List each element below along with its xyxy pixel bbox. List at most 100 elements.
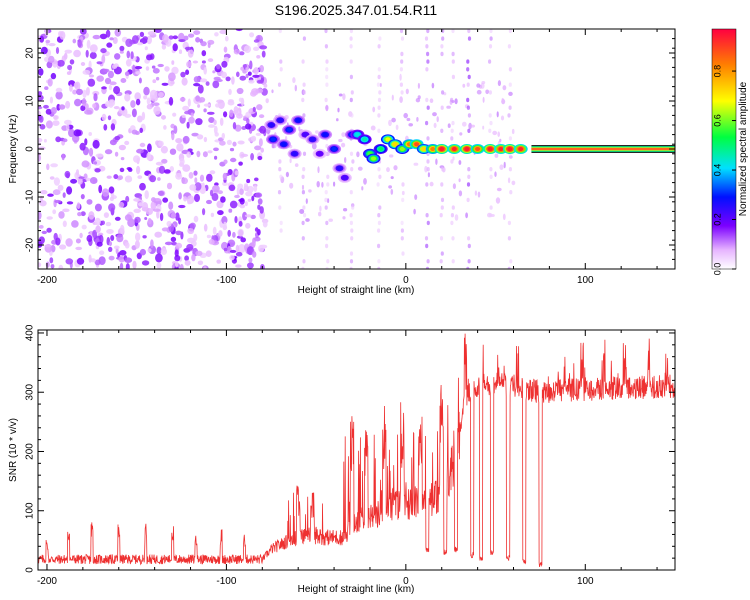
noise-speckle bbox=[200, 78, 208, 83]
noise-speckle bbox=[155, 76, 160, 81]
spectral-streak bbox=[441, 167, 445, 172]
noise-speckle bbox=[403, 112, 409, 119]
noise-speckle bbox=[108, 84, 112, 91]
noise-speckle bbox=[216, 259, 221, 264]
spectral-streak bbox=[324, 205, 328, 210]
noise-speckle bbox=[113, 106, 120, 110]
noise-speckle bbox=[508, 155, 513, 159]
noise-speckle bbox=[234, 194, 240, 199]
noise-speckle bbox=[175, 138, 183, 144]
noise-speckle bbox=[229, 254, 235, 261]
noise-speckle bbox=[452, 156, 455, 161]
spectral-streak bbox=[467, 128, 471, 133]
spectral-streak bbox=[325, 59, 329, 64]
noise-speckle bbox=[190, 112, 194, 117]
noise-speckle bbox=[151, 197, 156, 203]
noise-speckle bbox=[186, 243, 194, 251]
spectral-streak bbox=[326, 182, 330, 187]
spectral-streak bbox=[467, 29, 471, 34]
spectral-streak bbox=[326, 259, 330, 264]
noise-speckle bbox=[127, 167, 133, 172]
noise-speckle bbox=[194, 182, 202, 191]
noise-speckle bbox=[147, 143, 152, 153]
spectral-streak bbox=[377, 167, 381, 172]
spectral-blob bbox=[439, 147, 445, 151]
spectral-blob bbox=[292, 151, 298, 156]
noise-speckle bbox=[200, 41, 207, 47]
noise-speckle bbox=[183, 35, 189, 41]
noise-speckle bbox=[55, 87, 63, 93]
noise-speckle bbox=[338, 138, 343, 143]
noise-speckle bbox=[250, 153, 255, 161]
spectral-streak bbox=[279, 174, 283, 179]
noise-speckle bbox=[235, 29, 243, 32]
noise-speckle bbox=[125, 38, 133, 47]
noise-speckle bbox=[253, 46, 260, 51]
noise-speckle bbox=[476, 89, 482, 95]
noise-speckle bbox=[75, 238, 81, 244]
noise-speckle bbox=[262, 220, 268, 228]
noise-speckle bbox=[53, 115, 59, 120]
noise-speckle bbox=[454, 214, 459, 221]
colorbar-tick-label: 0.6 bbox=[712, 114, 722, 127]
noise-speckle bbox=[102, 68, 110, 73]
noise-speckle bbox=[401, 190, 405, 196]
noise-speckle bbox=[101, 86, 107, 90]
noise-speckle bbox=[327, 198, 330, 204]
noise-speckle bbox=[85, 87, 90, 96]
noise-speckle bbox=[229, 109, 234, 118]
noise-speckle bbox=[153, 105, 161, 115]
noise-speckle bbox=[80, 105, 86, 112]
noise-speckle bbox=[458, 160, 462, 165]
noise-speckle bbox=[172, 112, 177, 117]
noise-speckle bbox=[38, 211, 42, 220]
noise-speckle bbox=[76, 88, 83, 96]
noise-speckle bbox=[139, 142, 146, 148]
spectral-streak bbox=[378, 36, 382, 41]
spectral-blob bbox=[286, 127, 292, 132]
noise-speckle bbox=[125, 263, 130, 269]
noise-speckle bbox=[160, 145, 168, 154]
noise-speckle bbox=[208, 117, 215, 123]
noise-speckle bbox=[415, 98, 421, 103]
noise-speckle bbox=[171, 131, 175, 141]
noise-speckle bbox=[223, 247, 228, 252]
x-tick-label: 100 bbox=[577, 275, 594, 286]
noise-speckle bbox=[253, 39, 260, 43]
noise-speckle bbox=[482, 96, 485, 103]
noise-speckle bbox=[193, 83, 201, 87]
noise-speckle bbox=[50, 264, 55, 269]
spectral-streak bbox=[325, 243, 329, 249]
noise-speckle bbox=[213, 119, 217, 126]
noise-speckle bbox=[163, 125, 167, 130]
noise-speckle bbox=[239, 75, 247, 81]
noise-speckle bbox=[234, 124, 242, 132]
noise-speckle bbox=[124, 214, 132, 222]
noise-speckle bbox=[294, 163, 299, 168]
spectral-streak bbox=[349, 213, 353, 218]
noise-speckle bbox=[74, 98, 82, 107]
noise-speckle bbox=[216, 63, 221, 70]
spectral-blob bbox=[362, 137, 368, 142]
noise-speckle bbox=[232, 122, 237, 130]
noise-speckle bbox=[149, 89, 158, 99]
noise-speckle bbox=[240, 237, 246, 243]
colorbar-tick-label: 0.2 bbox=[712, 213, 722, 226]
noise-speckle bbox=[154, 29, 162, 33]
snr-panel: -200 -100 0 100 0 100 200 300 400 Height of stra… bbox=[8, 324, 676, 595]
noise-speckle bbox=[73, 129, 82, 137]
noise-speckle bbox=[41, 230, 47, 235]
noise-speckle bbox=[247, 198, 252, 202]
noise-speckle bbox=[50, 72, 57, 80]
noise-speckle bbox=[482, 125, 485, 130]
noise-speckle bbox=[395, 124, 399, 130]
noise-speckle bbox=[95, 153, 104, 158]
spectral-streak bbox=[377, 44, 381, 49]
spectral-streak bbox=[440, 205, 444, 210]
noise-speckle bbox=[92, 139, 100, 149]
noise-speckle bbox=[197, 260, 204, 266]
noise-speckle bbox=[344, 157, 347, 163]
noise-speckle bbox=[161, 82, 169, 86]
spectral-streak bbox=[450, 213, 454, 218]
